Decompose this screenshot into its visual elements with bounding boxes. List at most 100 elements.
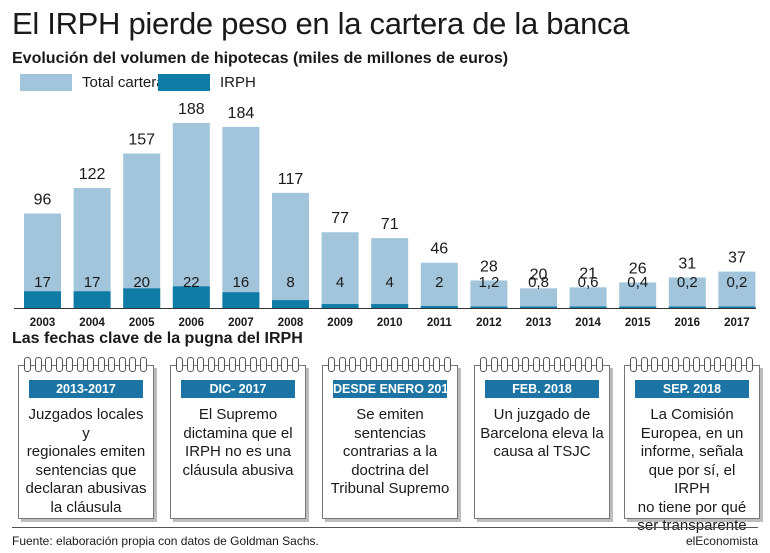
binder-ring-icon xyxy=(186,357,194,372)
bar-irph-2016 xyxy=(668,306,706,308)
binder-ring-icon xyxy=(501,357,508,372)
card-text-line: ser transparente xyxy=(637,517,747,534)
x-tick-2016: 2016 xyxy=(675,317,701,329)
binder-ring-icon xyxy=(532,357,540,372)
binder-ring-icon xyxy=(443,357,451,372)
binder-ring-icon xyxy=(745,357,753,372)
binder-ring-icon xyxy=(87,357,94,372)
card-body: FEB. 2018 Un juzgado de Barcelona eleva la… xyxy=(474,365,610,519)
card-body: DIC- 2017 El Supremo dictamina que el IRPH … xyxy=(170,365,306,519)
binder-ring-icon xyxy=(176,357,183,372)
card-text-line: causa al TSJC xyxy=(493,443,591,460)
timeline-card: SEP. 2018 La Comisión Europea, en un inform… xyxy=(624,357,760,534)
binder-ring-icon xyxy=(129,357,136,372)
label-total-2009: 77 xyxy=(331,210,349,227)
brand-logo: elEconomista xyxy=(685,534,758,548)
binder-ring-icon xyxy=(139,357,147,372)
bar-total-2011 xyxy=(420,262,458,308)
label-total-2011: 46 xyxy=(430,241,448,258)
binder-ring-icon xyxy=(574,357,582,372)
bar-total-2013 xyxy=(520,288,557,308)
card-body: 2013-2017 Juzgados locales y regionales em… xyxy=(18,365,154,519)
label-total-2015: 26 xyxy=(629,260,647,277)
bar-irph-2007 xyxy=(222,292,260,308)
binder-ring-icon xyxy=(291,357,299,372)
label-irph-2013: 0,8 xyxy=(528,274,549,291)
binder-ring-icon xyxy=(553,357,561,372)
binder-ring-icon xyxy=(661,357,669,372)
binder-ring-icon xyxy=(433,357,440,372)
binder-ring-icon xyxy=(281,357,288,372)
binder-ring-icon xyxy=(34,357,42,372)
bar-total-2014 xyxy=(569,287,607,308)
label-irph-2004: 17 xyxy=(84,274,101,291)
binder-ring-icon xyxy=(735,357,742,372)
legend-swatch-irph xyxy=(158,74,210,91)
label-total-2003: 96 xyxy=(34,192,52,209)
x-tick-2015: 2015 xyxy=(625,317,651,329)
binder-ring-icon xyxy=(651,357,658,372)
label-total-2007: 184 xyxy=(228,105,255,122)
binder-ring-icon xyxy=(585,357,592,372)
card-text-line: Juzgados locales y xyxy=(28,406,144,442)
x-tick-2004: 2004 xyxy=(79,317,105,329)
label-irph-2017: 0,2 xyxy=(726,274,747,291)
binder-ring-icon xyxy=(640,357,648,372)
timeline-card: DESDE ENERO 2018 Se emiten sentencias contr… xyxy=(322,357,458,519)
card-text-line: contrarias a la xyxy=(342,443,438,460)
card-text-line: no tiene por qué xyxy=(637,498,747,516)
label-total-2004: 122 xyxy=(79,166,106,183)
binder-ring-icon xyxy=(197,357,204,372)
bar-irph-2006 xyxy=(172,286,210,308)
card-date: DESDE ENERO 2018 xyxy=(333,380,456,398)
x-tick-2011: 2011 xyxy=(427,317,453,329)
binder-ring-icon xyxy=(108,357,115,372)
binder-ring-icon xyxy=(543,357,550,372)
bar-chart: 96 17 2003 122 17 2004 157 20 2005 188 22 2006 184 16… xyxy=(14,101,756,329)
card-date: DIC- 2017 xyxy=(181,380,295,398)
binder-ring-icon xyxy=(522,357,529,372)
binder-ring-icon xyxy=(703,357,711,372)
binder-ring-icon xyxy=(260,357,267,372)
binder-ring-icon xyxy=(370,357,377,372)
label-irph-2008: 8 xyxy=(286,274,294,291)
chart-subtitle: Evolución del volumen de hipotecas (mile… xyxy=(12,50,509,67)
binder-ring-icon xyxy=(118,357,126,372)
card-description: Se emiten sentencias contrarias a la doctri… xyxy=(327,406,453,499)
binder-ring-icon xyxy=(45,357,52,372)
label-total-2005: 157 xyxy=(128,132,155,149)
binder-ring-icon xyxy=(228,357,236,372)
legend-item-total: Total cartera xyxy=(20,74,165,91)
binder-ring-icon xyxy=(239,357,246,372)
binder-ring-icon xyxy=(672,357,679,372)
binder-ring-icon xyxy=(682,357,690,372)
label-irph-2005: 20 xyxy=(133,274,150,291)
label-irph-2009: 4 xyxy=(336,274,344,291)
binder-ring-icon xyxy=(97,357,105,372)
binder-ring-icon xyxy=(249,357,257,372)
binder-ring-icon xyxy=(564,357,571,372)
card-text-line: doctrina del xyxy=(351,461,429,479)
label-total-2006: 188 xyxy=(178,101,205,118)
binder-ring-icon xyxy=(724,357,732,372)
bar-total-2004 xyxy=(73,187,111,308)
footer-divider xyxy=(12,527,758,528)
bar-total-2008 xyxy=(272,192,309,308)
bar-total-2010 xyxy=(371,238,409,308)
bar-total-2015 xyxy=(619,282,657,308)
bar-irph-2009 xyxy=(321,304,359,308)
legend-swatch-total xyxy=(20,74,72,91)
binder-ring-icon xyxy=(338,357,346,372)
binder-ring-icon xyxy=(511,357,519,372)
label-irph-2012: 1,2 xyxy=(478,274,499,291)
binder-ring-icon xyxy=(391,357,398,372)
binder-ring-icon xyxy=(207,357,215,372)
card-text-line: que por sí, el IRPH xyxy=(648,461,736,498)
card-text-line: La Comisión xyxy=(650,406,734,423)
label-irph-2003: 17 xyxy=(34,274,51,291)
card-text-line: dictamina que el xyxy=(183,424,293,442)
bar-irph-2010 xyxy=(371,304,409,308)
legend-item-irph: IRPH xyxy=(158,74,256,91)
card-text-line: El Supremo xyxy=(198,406,278,423)
binder-ring-icon xyxy=(328,357,335,372)
